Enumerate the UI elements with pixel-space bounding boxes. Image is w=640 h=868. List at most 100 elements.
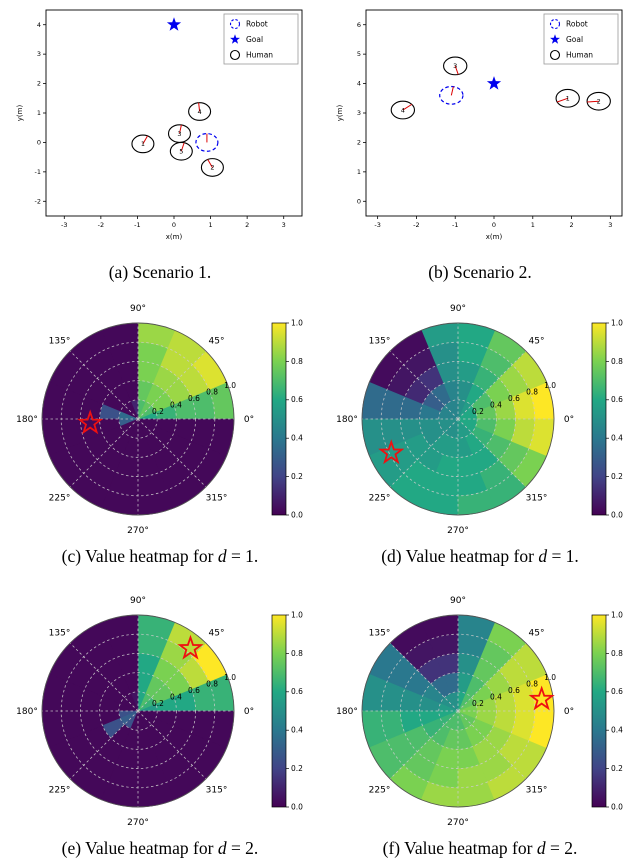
- x-tick-label: 0: [492, 221, 496, 229]
- legend-label: Robot: [246, 19, 268, 28]
- angle-tick-label: 180°: [16, 707, 38, 717]
- x-tick-label: 1: [209, 221, 213, 229]
- y-tick-label: 0: [37, 139, 41, 147]
- legend-robot-icon: [229, 18, 241, 30]
- colorbar-border: [271, 614, 287, 808]
- robot-circle: [439, 85, 464, 105]
- radial-tick-label: 0.2: [472, 699, 484, 708]
- human-heading-tick: [454, 65, 459, 75]
- colorbar-border: [591, 614, 607, 808]
- polar-outline: [41, 614, 235, 808]
- angle-tick-label: 90°: [130, 304, 146, 314]
- angle-tick-label: 45°: [529, 336, 545, 346]
- panel-heatmap-f: 0° 45° 90° 135° 180° 225° 270° 315° 0.2 0.4 0.6 0.8…: [320, 588, 640, 868]
- grid-spoke: [457, 350, 527, 420]
- radial-tick-label: 0.4: [170, 401, 182, 410]
- x-tick-label: -1: [452, 221, 458, 229]
- radial-tick-label: 0.6: [188, 394, 200, 403]
- human-id-label: 4: [401, 106, 405, 114]
- y-tick-label: 1: [37, 109, 41, 117]
- legend-robot-icon: [549, 18, 561, 30]
- caption-math: d: [536, 838, 546, 858]
- human-id-label: 2: [597, 98, 601, 106]
- x-tick-label: -2: [98, 221, 104, 229]
- grid-spoke: [137, 418, 207, 488]
- grid-spoke: [389, 418, 459, 488]
- y-tick-label: 5: [357, 50, 361, 58]
- human-heading-tick: [142, 135, 148, 145]
- caption-heatmap-c: (c) Value heatmap for d = 1.: [62, 546, 259, 567]
- angle-tick-label: 45°: [529, 628, 545, 638]
- human-circle: [390, 100, 416, 120]
- angle-tick-label: 315°: [526, 493, 548, 503]
- legend-label: Goal: [246, 35, 263, 44]
- colorbar-tick-label: 0.6: [611, 687, 623, 696]
- grid-spoke: [389, 350, 459, 420]
- y-tick-label: 2: [357, 139, 361, 147]
- colorbar: [592, 323, 606, 515]
- human-id-label: 2: [210, 164, 214, 172]
- colorbar-tick-label: 0.4: [611, 726, 623, 735]
- scenario-2-chart: -3 -2 -1 0 1 2 3 0 1 2 3 4 5 6 x(m) y(m) 1 2 3 4 Robot Goal Hu…: [336, 9, 623, 241]
- x-tick-label: 2: [245, 221, 249, 229]
- radial-tick-label: 0.6: [188, 686, 200, 695]
- y-tick-label: 3: [37, 50, 41, 58]
- grid-circle: [419, 672, 497, 750]
- grid-spoke: [137, 710, 207, 780]
- x-tick-label: 3: [282, 221, 286, 229]
- grid-circle: [438, 399, 478, 439]
- value-heatmap-c: 0° 45° 90° 135° 180° 225° 270° 315° 0.2 0.4 0.6 0.8…: [16, 304, 303, 536]
- panel-heatmap-d: 0° 45° 90° 135° 180° 225° 270° 315° 0.2 0.4 0.6 0.8…: [320, 296, 640, 588]
- y-tick-label: -2: [35, 197, 41, 205]
- angle-tick-label: 270°: [127, 818, 149, 828]
- angle-tick-label: 135°: [369, 336, 391, 346]
- angle-tick-label: 90°: [130, 596, 146, 606]
- colorbar-tick-label: 0.4: [291, 434, 303, 443]
- colorbar-border: [591, 322, 607, 516]
- grid-spoke: [69, 350, 139, 420]
- human-heading-tick: [180, 142, 185, 152]
- x-axis-label: x(m): [486, 233, 503, 241]
- legend-label: Goal: [566, 35, 583, 44]
- radial-tick-label: 0.8: [206, 679, 218, 688]
- grid-spoke: [457, 642, 527, 712]
- x-tick-label: -3: [374, 221, 380, 229]
- heatmap-cells: [361, 614, 555, 808]
- caption-text: (d) Value heatmap for: [381, 546, 539, 566]
- radial-tick-label: 0.8: [206, 387, 218, 396]
- colorbar-tick-label: 0.0: [291, 802, 303, 811]
- y-axis-label: y(m): [16, 105, 24, 122]
- panel-scenario-2: -3 -2 -1 0 1 2 3 0 1 2 3 4 5 6 x(m) y(m) 1 2 3 4 Robot Goal Hu…: [320, 0, 640, 296]
- angle-tick-label: 315°: [206, 493, 228, 503]
- colorbar-tick-label: 0.4: [291, 726, 303, 735]
- radial-tick-label: 1.0: [224, 673, 236, 682]
- angle-tick-label: 90°: [450, 596, 466, 606]
- grid-circle: [118, 691, 158, 731]
- colorbar-border: [271, 322, 287, 516]
- human-id-label: 3: [453, 62, 457, 70]
- y-tick-label: 4: [357, 80, 361, 88]
- grid-circle: [99, 672, 177, 750]
- polar-outline: [361, 614, 555, 808]
- caption-text: (c) Value heatmap for: [61, 546, 218, 566]
- legend-human-icon: [229, 49, 241, 61]
- caption-text: = 2.: [545, 838, 578, 858]
- human-heading-tick: [207, 159, 213, 168]
- human-id-label: 4: [198, 108, 202, 116]
- colorbar: [272, 615, 286, 807]
- legend-label: Robot: [566, 19, 588, 28]
- angle-tick-label: 225°: [369, 785, 391, 795]
- angle-tick-label: 180°: [336, 415, 358, 425]
- polar-grid: [361, 614, 555, 808]
- grid-spoke: [137, 350, 207, 420]
- polar-grid: [41, 322, 235, 516]
- row-scenarios: -3 -2 -1 0 1 2 3 -2 -1 0 1 2 3 4 x(m) y(m) 1 2 3 4 5 Robot Goa…: [0, 0, 640, 296]
- colorbar-tick-label: 1.0: [291, 610, 303, 619]
- angle-tick-label: 45°: [209, 336, 225, 346]
- grid-circle: [438, 691, 478, 731]
- goal-star-icon: [166, 17, 182, 31]
- panel-heatmap-e: 0° 45° 90° 135° 180° 225° 270° 315° 0.2 0.4 0.6 0.8…: [0, 588, 320, 868]
- colorbar-tick-label: 0.2: [291, 764, 303, 773]
- y-tick-label: 0: [357, 197, 361, 205]
- panel-heatmap-c: 0° 45° 90° 135° 180° 225° 270° 315° 0.2 0.4 0.6 0.8…: [0, 296, 320, 588]
